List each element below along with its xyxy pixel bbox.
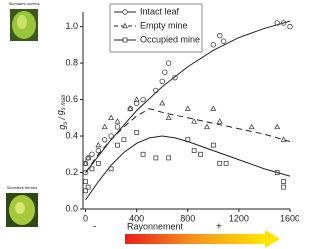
point [211,143,215,147]
x-axis-label: Rayonnement [127,221,184,231]
point [185,106,190,110]
y-tick-label: 0.4 [65,130,78,140]
x-plus: + [216,222,222,233]
fit-line [86,109,290,173]
y-label-part: s [63,122,69,125]
point [282,185,286,189]
y-tick-label: 0.2 [65,167,78,177]
y-tick-label: 1.0 [65,21,78,31]
point [141,97,146,102]
point [224,161,228,165]
point [205,124,210,128]
point [167,156,171,160]
point [275,124,280,128]
point [96,143,101,147]
x-tick-label: 1600 [280,213,299,223]
point [90,152,95,157]
point [141,152,145,156]
point [115,119,120,123]
point [211,106,216,110]
point [90,167,94,171]
point [249,124,254,128]
point [84,180,88,184]
y-label-part: / [57,116,67,121]
x-minus: - [93,222,96,233]
point [162,70,167,75]
point [116,143,120,147]
point [192,149,196,153]
point [102,124,107,128]
y-tick-label: 0.8 [65,57,78,67]
point [160,101,165,105]
legend: Intact leaf Empty mine Occupied mine [110,4,202,52]
legend-marker [123,10,128,15]
point [96,161,100,165]
point [166,115,171,119]
point [115,125,120,130]
point [288,24,293,29]
legend-label: Empty mine [140,20,188,30]
point [102,137,107,142]
gradient-arrow-head [265,230,280,248]
point [211,43,216,48]
x-tick-label: 1200 [229,213,249,223]
image-caption: Stomates ouverts [8,1,39,6]
point [281,137,286,141]
point [192,119,197,123]
y-tick-label: 0.0 [65,203,78,213]
point [217,119,222,123]
point [109,115,114,119]
point [160,79,165,84]
legend-label: Intact leaf [140,6,180,16]
point [122,138,126,142]
radiation-gradient [125,234,265,244]
point [166,61,171,66]
point [217,33,222,38]
chart: Stomates ouverts Stomates fermés 0.0 0.2 0… [0,0,299,249]
point [221,39,226,44]
point [218,161,222,165]
leaf-image-closed [6,193,38,227]
point [154,156,158,160]
y-tick-label: 0.6 [65,94,78,104]
image-caption: Stomates fermés [7,185,37,190]
leaf-image-open [10,9,38,41]
fit-line [86,136,290,200]
point [282,180,286,184]
point [199,152,203,156]
x-tick-label: 0 [83,213,88,223]
y-label-part: s max [61,93,67,110]
legend-marker [123,38,127,42]
point [135,130,139,134]
legend-label: Occupied mine [140,34,200,44]
